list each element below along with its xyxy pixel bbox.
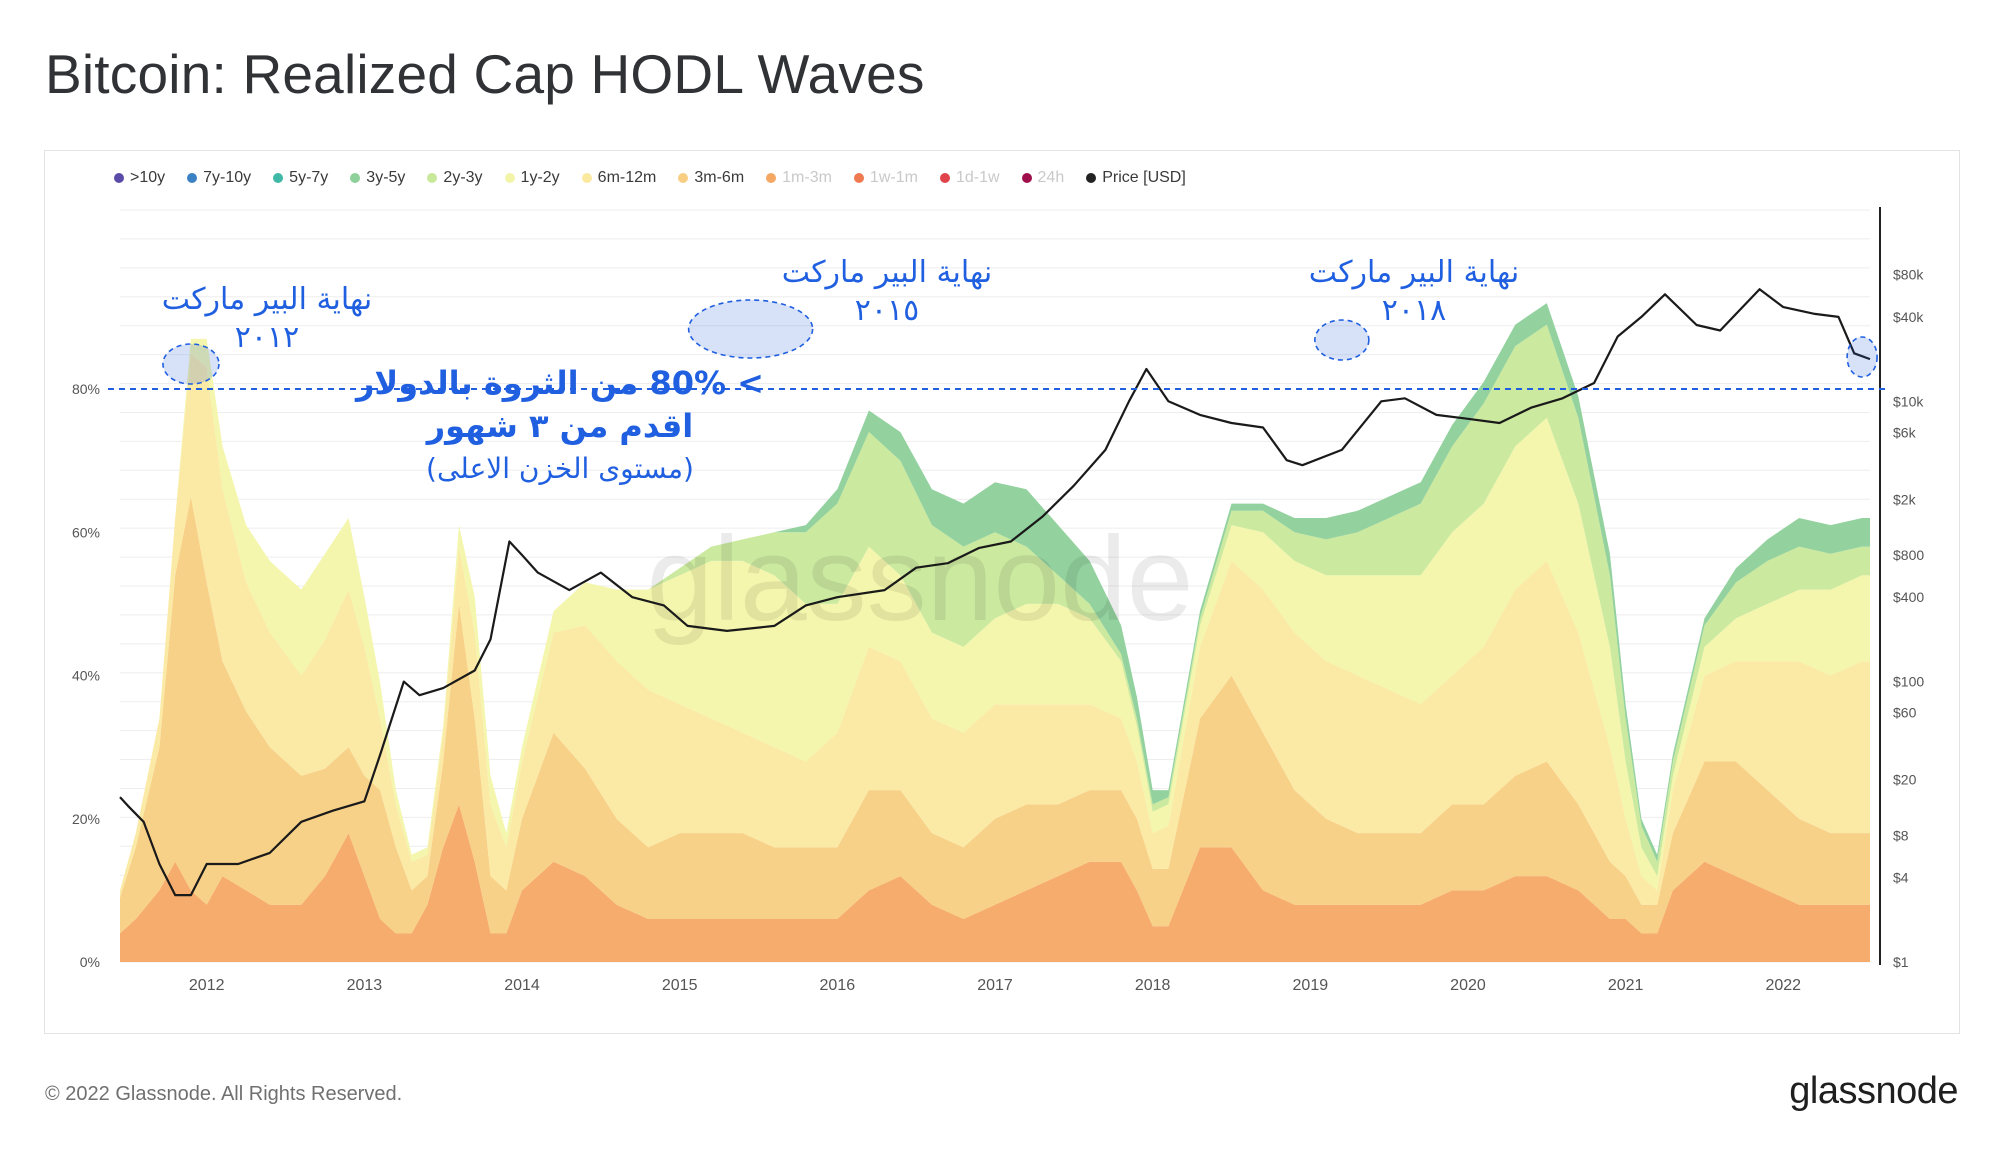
page-title: Bitcoin: Realized Cap HODL Waves [45,43,925,105]
legend-item[interactable]: 24h [1021,169,1065,187]
legend-dot [581,173,592,183]
y-right-tick-label: $2k [1893,491,1917,507]
chart-legend: >10y 7y-10y 5y-7y 3y-5y 2y-3y 1y-2y 6m-12m 3m-6… [114,169,1186,187]
annotation-text: اقدم من ٣ شهور [425,407,694,445]
x-tick-label: 2016 [820,977,856,994]
legend-label: 7y-10y [203,169,252,186]
y-tick-label: 80% [72,381,100,397]
legend-dot [766,173,777,183]
legend-label: 24h [1037,169,1065,186]
legend-label: >10y [130,169,166,186]
y-right-tick-label: $8 [1893,827,1909,843]
x-tick-label: 2022 [1765,977,1801,994]
legend-dot [114,173,124,183]
x-tick-label: 2017 [977,977,1013,994]
area-band-6m-12m [120,353,1870,905]
legend-item[interactable]: >10y [114,169,165,187]
legend-label: 1m-3m [782,169,832,186]
area-band-1m-3m [120,804,1870,962]
legend-label: 3m-6m [694,169,745,186]
price-series [119,288,1871,897]
legend-item[interactable]: 2y-3y [427,169,483,187]
chart-frame [44,150,1960,1034]
footer-copyright: © 2022 Glassnode. All Rights Reserved. [45,1083,403,1105]
y-right-tick-label: $40k [1893,309,1924,325]
legend-label: 3y-5y [366,169,406,186]
x-tick-label: 2015 [662,977,698,994]
legend-label: 1y-2y [520,169,560,186]
legend-item[interactable]: 1d-1w [939,169,1000,187]
legend-item[interactable]: 1y-2y [504,169,560,187]
y-right-tick-label: $400 [1893,589,1924,605]
glassnode-logo: glassnode [1789,1070,1958,1112]
x-tick-label: 2021 [1608,977,1644,994]
x-tick-label: 2018 [1135,977,1171,994]
x-tick-label: 2012 [189,977,225,994]
legend-item[interactable]: 1w-1m [853,169,918,187]
y-tick-label: 40% [72,668,100,684]
y-right-tick-label: $1 [1893,954,1909,970]
y-tick-label: 20% [72,811,100,827]
annotation-text: نهاية البير ماركت [162,282,372,317]
legend-dot [350,173,361,183]
legend-dot [427,173,438,183]
legend-dot [678,173,689,183]
y-right-tick-label: $800 [1893,547,1924,563]
legend-dot [1086,173,1097,183]
y-right-tick-label: $80k [1893,267,1924,283]
legend-dot [187,173,198,183]
axes: 0% 20% 40% 60% 80% 2012 2013 2014 2015 2016 2017 20… [72,207,1924,994]
highlight-ellipse [687,299,814,359]
annotation-text: ٢٠١٨ [1382,293,1446,328]
annotation-text: (مستوى الخزن الاعلى) [426,452,694,485]
y-right-tick-label: $60 [1893,705,1917,721]
annotation-text: > 80% من الثروة بالدولار [354,364,764,402]
legend-label: Price [USD] [1102,169,1186,186]
highlight-ellipse [1314,319,1370,361]
y-right-tick-label: $4 [1893,870,1909,886]
y-tick-label: 60% [72,524,100,540]
annotation-text: ٢٠١٥ [855,293,919,328]
area-band-3m-6m [120,496,1870,934]
legend-label: 1w-1m [869,169,918,186]
legend-dot [504,173,515,183]
y-right-tick-label: $10k [1893,393,1924,409]
y-right-tick-label: $100 [1893,674,1924,690]
x-tick-label: 2013 [347,977,383,994]
watermark: glassnode [646,512,1193,646]
area-series [120,303,1870,962]
highlight-ellipse [1846,336,1878,378]
y-tick-label: 0% [80,954,100,970]
legend-item[interactable]: 7y-10y [187,169,251,187]
legend-label: 6m-12m [597,169,657,186]
x-tick-label: 2020 [1450,977,1486,994]
legend-item[interactable]: Price [USD] [1086,169,1186,187]
legend-label: 2y-3y [443,169,483,186]
highlight-ellipse [162,343,220,385]
legend-dot [939,173,950,183]
legend-label: 1d-1w [955,169,1000,186]
legend-label: 5y-7y [289,169,329,186]
price-line [119,288,1871,897]
x-tick-label: 2019 [1293,977,1329,994]
annotation-text: نهاية البير ماركت [1309,255,1519,290]
area-band-2y-3y [120,324,1870,891]
legend-item[interactable]: 1m-3m [766,169,832,187]
x-tick-label: 2014 [504,977,540,994]
y-right-tick-label: $6k [1893,424,1917,440]
annotation-text: نهاية البير ماركت [782,255,992,290]
legend-item[interactable]: 3m-6m [678,169,744,187]
legend-dot [853,173,864,183]
legend-item[interactable]: 3y-5y [350,169,405,187]
legend-item[interactable]: 6m-12m [581,169,657,187]
legend-dot [273,173,284,183]
y-right-tick-label: $20 [1893,772,1917,788]
annotation-text: ٢٠١٢ [235,320,299,355]
legend-item[interactable]: 5y-7y [273,169,328,187]
legend-dot [1021,173,1032,183]
